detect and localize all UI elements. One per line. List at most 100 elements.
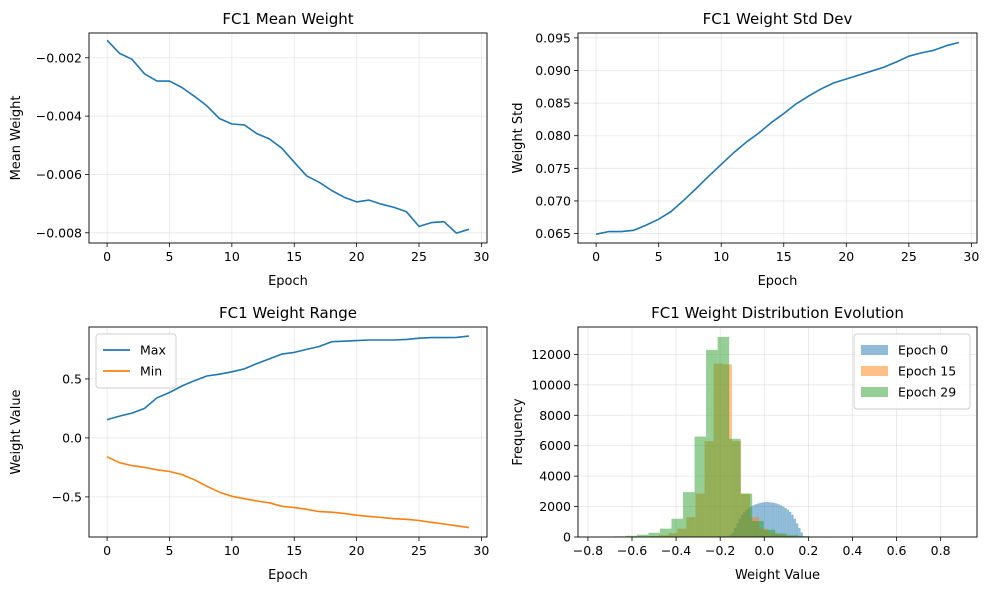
- x-tick-label: 0.8: [931, 543, 951, 558]
- y-tick-label: −0.006: [36, 167, 82, 182]
- x-tick-label: 5: [655, 249, 663, 264]
- y-tick-label: 4000: [539, 469, 571, 484]
- x-tick-label: 0: [592, 249, 600, 264]
- hist-bar: [775, 533, 787, 537]
- panel-title: FC1 Weight Std Dev: [703, 10, 853, 28]
- hist-bar: [759, 502, 762, 537]
- x-axis-label: Epoch: [268, 274, 308, 289]
- x-tick-label: 15: [776, 249, 792, 264]
- hist-bar: [773, 502, 776, 537]
- hist-bar: [763, 502, 767, 537]
- panel-distribution: FC1 Weight Distribution Evolution Weight…: [511, 304, 978, 583]
- hist-bar: [786, 509, 790, 537]
- panel-title: FC1 Weight Range: [219, 304, 357, 322]
- plot-area: [590, 336, 972, 537]
- x-tick-label: 10: [713, 249, 729, 264]
- hist-bar: [793, 518, 796, 537]
- x-tick-label: 20: [349, 249, 365, 264]
- y-tick-label: 10000: [531, 377, 571, 392]
- x-tick-label: 5: [165, 249, 173, 264]
- y-axis-label: Weight Value: [9, 389, 24, 474]
- series-line-min: [106, 456, 470, 529]
- x-tick-label: 30: [473, 249, 489, 264]
- grid: [578, 33, 977, 243]
- hist-bar: [717, 336, 730, 537]
- hist-bar: [770, 502, 774, 537]
- x-axis-label: Epoch: [268, 568, 308, 583]
- x-tick-label: 5: [165, 543, 173, 558]
- series-line-0: [595, 41, 960, 235]
- plot-area: [595, 41, 960, 235]
- axes-frame: [88, 326, 488, 538]
- y-tick-label: 6000: [539, 438, 571, 453]
- x-tick-label: 0: [103, 543, 111, 558]
- y-tick-label: 0.5: [62, 371, 82, 386]
- panel-title: FC1 Mean Weight: [222, 10, 353, 28]
- x-tick-label: 0: [103, 249, 111, 264]
- hist-bar: [763, 529, 776, 537]
- hist-bar: [775, 503, 778, 537]
- y-tick-label: 8000: [539, 408, 571, 423]
- hist-bar: [766, 502, 769, 537]
- x-tick-label: −0.8: [573, 543, 603, 558]
- hist-bar: [768, 502, 771, 537]
- hist-bar: [706, 349, 718, 537]
- y-axis-label: Mean Weight: [9, 96, 24, 181]
- x-tick-label: 30: [473, 543, 489, 558]
- legend: Epoch 0 Epoch 15 Epoch 29: [853, 333, 971, 410]
- plot-area: [106, 335, 470, 529]
- legend-label: Min: [140, 364, 162, 379]
- y-tick-label: 0.075: [535, 161, 571, 176]
- hist-bar: [791, 514, 794, 537]
- y-tick-label: 0.070: [535, 193, 571, 208]
- hist-bar: [752, 521, 764, 537]
- x-tick-label: −0.2: [705, 543, 735, 558]
- y-tick-label: −0.5: [52, 489, 82, 504]
- x-axis-label: Epoch: [758, 274, 798, 289]
- hist-bar: [777, 504, 780, 537]
- y-tick-label: 0: [563, 530, 571, 545]
- panel-title: FC1 Weight Distribution Evolution: [651, 304, 904, 322]
- series-line-max: [106, 335, 469, 421]
- x-tick-label: 25: [901, 249, 917, 264]
- legend-swatch: [861, 345, 888, 355]
- hist-bar: [789, 511, 792, 537]
- series-line-0: [106, 39, 470, 234]
- axes-frame: [577, 326, 978, 538]
- hist-bar: [659, 528, 672, 537]
- y-tick-label: 0.0: [62, 430, 82, 445]
- hist-bar: [798, 536, 810, 537]
- y-axis-label: Frequency: [511, 398, 526, 465]
- panel-weight-range: FC1 Weight Range Epoch Weight Value 0 5 10…: [9, 304, 489, 583]
- hist-bar: [786, 535, 799, 537]
- y-tick-label: −0.008: [36, 225, 82, 240]
- y-tick-label: 0.095: [535, 30, 571, 45]
- legend: Max Min: [95, 333, 177, 389]
- x-tick-label: 30: [963, 249, 979, 264]
- legend-box: [95, 333, 177, 389]
- y-tick-label: 2000: [539, 499, 571, 514]
- y-tick-label: 0.090: [535, 63, 571, 78]
- hist-bar: [761, 502, 764, 537]
- x-tick-label: 10: [224, 543, 240, 558]
- legend-label: Epoch 0: [898, 343, 948, 358]
- x-tick-label: −0.4: [661, 543, 691, 558]
- x-axis-label: Weight Value: [735, 568, 820, 583]
- legend-swatch: [861, 366, 888, 376]
- x-tick-label: 15: [286, 543, 302, 558]
- x-tick-label: 0.6: [887, 543, 907, 558]
- hist-bar: [784, 508, 787, 537]
- legend-swatch: [861, 387, 888, 397]
- axes-frame: [577, 32, 978, 244]
- x-tick-label: 15: [286, 249, 302, 264]
- hist-bar: [694, 436, 707, 537]
- hist-bar: [795, 523, 799, 537]
- plot-area: [106, 39, 470, 234]
- hist-bar: [800, 532, 803, 537]
- x-tick-label: 25: [411, 249, 427, 264]
- y-tick-label: 12000: [531, 347, 571, 362]
- hist-bar: [636, 534, 649, 537]
- y-axis-label: Weight Std: [511, 102, 526, 173]
- y-tick-label: 0.065: [535, 226, 571, 241]
- x-tick-label: 25: [411, 543, 427, 558]
